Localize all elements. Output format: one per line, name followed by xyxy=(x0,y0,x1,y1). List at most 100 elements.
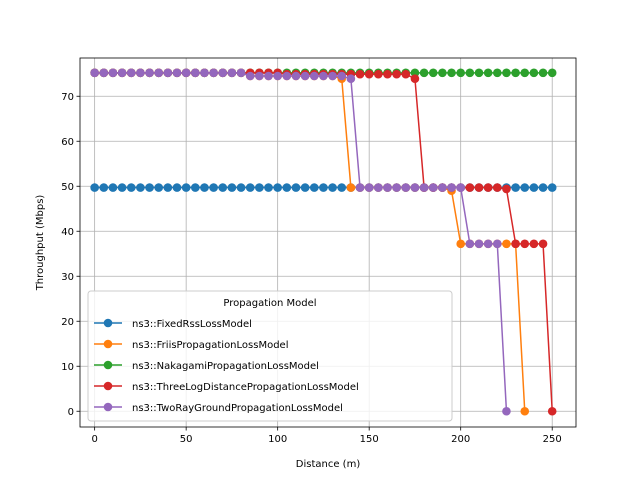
legend-box xyxy=(87,290,453,422)
y-axis-label: Throughput (Mbps) xyxy=(35,195,46,292)
data-point xyxy=(419,183,429,192)
data-point xyxy=(218,68,228,78)
x-tick-label: 150 xyxy=(360,434,379,445)
data-point xyxy=(328,71,337,81)
data-point xyxy=(154,68,164,78)
data-point xyxy=(447,183,456,192)
y-tick-label: 20 xyxy=(61,317,74,328)
data-point xyxy=(300,183,310,192)
data-point xyxy=(529,68,539,78)
plot-frame xyxy=(79,57,577,428)
data-point xyxy=(474,183,484,192)
data-point xyxy=(291,71,301,81)
data-point xyxy=(181,183,191,192)
data-point xyxy=(492,183,502,192)
data-point xyxy=(264,71,273,81)
data-point xyxy=(428,183,438,192)
x-tick-label: 100 xyxy=(268,434,287,445)
legend: Propagation Model ns3::FixedRssLossModel… xyxy=(87,290,453,422)
legend-entry-label: ns3::FixedRssLossModel xyxy=(132,319,252,330)
data-point xyxy=(529,183,539,192)
data-point xyxy=(117,183,127,192)
y-tick-label: 30 xyxy=(61,272,74,283)
data-point xyxy=(520,239,530,249)
data-point xyxy=(108,183,118,192)
data-point xyxy=(364,183,374,192)
legend-marker xyxy=(103,381,113,391)
data-point xyxy=(410,183,420,192)
data-point xyxy=(264,183,273,192)
data-point xyxy=(172,183,182,192)
data-point xyxy=(538,183,548,192)
data-point xyxy=(456,183,465,192)
data-point xyxy=(309,71,319,81)
data-point xyxy=(337,71,347,81)
data-point xyxy=(465,239,475,249)
data-point xyxy=(538,239,548,249)
data-point xyxy=(300,71,310,81)
data-point xyxy=(191,68,200,78)
legend-entry-label: ns3::ThreeLogDistancePropagationLossMode… xyxy=(132,382,359,393)
data-point xyxy=(145,68,154,78)
data-point xyxy=(282,71,292,81)
data-point xyxy=(456,68,465,78)
data-point xyxy=(511,68,520,78)
data-point xyxy=(136,68,145,78)
legend-title: Propagation Model xyxy=(223,298,316,309)
x-tick-label: 0 xyxy=(91,434,97,445)
data-point xyxy=(163,68,173,78)
data-point xyxy=(474,68,484,78)
data-point xyxy=(547,183,557,192)
data-point xyxy=(319,183,328,192)
y-tick-label: 0 xyxy=(68,407,74,418)
data-point xyxy=(520,183,530,192)
data-point xyxy=(209,68,218,78)
data-point xyxy=(419,68,429,78)
data-point xyxy=(99,68,109,78)
data-point xyxy=(227,68,237,78)
data-point xyxy=(200,68,209,78)
data-point xyxy=(163,183,173,192)
data-point xyxy=(465,68,475,78)
data-point xyxy=(154,183,164,192)
data-point xyxy=(90,183,99,192)
data-point xyxy=(547,406,557,416)
legend-entry-label: ns3::FriisPropagationLossModel xyxy=(132,340,288,351)
data-point xyxy=(355,183,365,192)
data-point xyxy=(355,69,365,79)
y-tick-label: 40 xyxy=(61,227,74,238)
data-point xyxy=(438,68,447,78)
data-point xyxy=(319,71,328,81)
data-point xyxy=(383,69,392,79)
data-point xyxy=(309,183,319,192)
data-point xyxy=(520,406,530,416)
data-point xyxy=(502,184,511,194)
data-point xyxy=(136,183,145,192)
legend-marker xyxy=(103,360,113,370)
x-tick-label: 200 xyxy=(451,434,470,445)
data-point xyxy=(99,183,109,192)
data-point xyxy=(447,68,456,78)
data-point xyxy=(502,406,511,416)
y-tick-label: 70 xyxy=(61,92,74,103)
data-point xyxy=(374,69,383,79)
data-point xyxy=(273,71,282,81)
data-point xyxy=(465,183,475,192)
data-point xyxy=(502,239,511,249)
data-point xyxy=(245,183,255,192)
data-point xyxy=(428,68,438,78)
data-point xyxy=(392,183,401,192)
data-point xyxy=(483,183,493,192)
legend-marker xyxy=(103,402,113,412)
data-point xyxy=(401,183,411,192)
data-point xyxy=(547,68,557,78)
series-layer xyxy=(90,68,557,416)
data-point xyxy=(364,69,374,79)
data-point xyxy=(483,68,493,78)
data-point xyxy=(492,239,502,249)
data-point xyxy=(126,183,136,192)
data-point xyxy=(438,183,447,192)
data-point xyxy=(255,183,264,192)
data-point xyxy=(126,68,136,78)
data-point xyxy=(483,239,493,249)
